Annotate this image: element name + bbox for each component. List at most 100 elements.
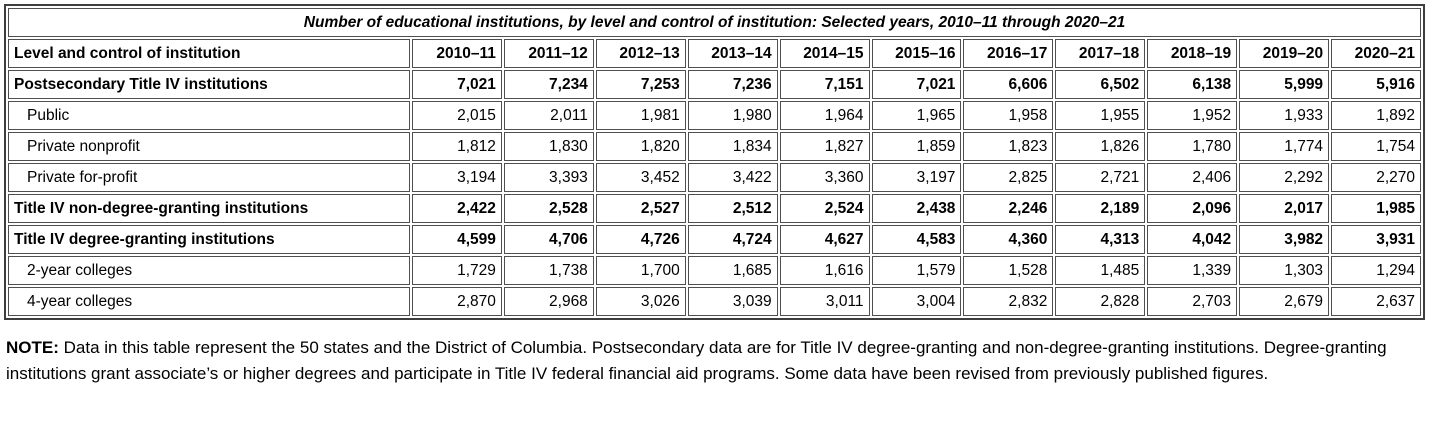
table-note: NOTE: Data in this table represent the 5… [4,335,1426,387]
data-cell: 6,606 [963,70,1054,99]
data-cell: 1,685 [687,256,778,285]
table-row: Postsecondary Title IV institutions 7,021… [8,70,1421,99]
data-cell: 1,774 [1239,132,1330,161]
data-cell: 1,826 [1055,132,1146,161]
column-header-year: 2016–17 [963,39,1054,68]
data-cell: 1,616 [779,256,870,285]
data-cell: 2,524 [779,194,870,223]
column-header-year: 2020–21 [1331,39,1421,68]
data-cell: 2,015 [412,101,502,130]
data-cell: 1,952 [1147,101,1238,130]
data-cell: 2,528 [503,194,594,223]
data-cell: 1,964 [779,101,870,130]
data-cell: 7,151 [779,70,870,99]
data-cell: 1,958 [963,101,1054,130]
row-label: 4-year colleges [8,287,410,316]
data-cell: 4,360 [963,225,1054,254]
row-label: Postsecondary Title IV institutions [8,70,410,99]
data-cell: 1,823 [963,132,1054,161]
table-row: Title IV non-degree-granting institution… [8,194,1421,223]
column-header-year: 2012–13 [595,39,686,68]
data-cell: 1,965 [871,101,962,130]
data-cell: 2,017 [1239,194,1330,223]
data-cell: 2,438 [871,194,962,223]
data-cell: 6,138 [1147,70,1238,99]
column-header-year: 2019–20 [1239,39,1330,68]
data-cell: 1,812 [412,132,502,161]
data-cell: 5,999 [1239,70,1330,99]
data-cell: 2,406 [1147,163,1238,192]
data-cell: 2,637 [1331,287,1421,316]
data-cell: 4,726 [595,225,686,254]
data-cell: 2,246 [963,194,1054,223]
data-cell: 2,422 [412,194,502,223]
data-cell: 2,832 [963,287,1054,316]
data-cell: 2,270 [1331,163,1421,192]
data-cell: 5,916 [1331,70,1421,99]
data-cell: 4,706 [503,225,594,254]
table-title-row: Number of educational institutions, by l… [8,8,1421,37]
data-cell: 2,679 [1239,287,1330,316]
data-cell: 1,981 [595,101,686,130]
data-cell: 1,738 [503,256,594,285]
row-label: Title IV degree-granting institutions [8,225,410,254]
data-cell: 6,502 [1055,70,1146,99]
column-header-label: Level and control of institution [8,39,410,68]
data-cell: 1,820 [595,132,686,161]
table-row: Private for-profit 3,194 3,393 3,452 3,422 3,… [8,163,1421,192]
data-cell: 3,004 [871,287,962,316]
data-cell: 4,724 [687,225,778,254]
column-header-year: 2018–19 [1147,39,1238,68]
data-cell: 7,021 [871,70,962,99]
row-label: Private nonprofit [8,132,410,161]
data-cell: 2,527 [595,194,686,223]
data-cell: 2,512 [687,194,778,223]
column-header-year: 2017–18 [1055,39,1146,68]
table-row: Private nonprofit 1,812 1,830 1,820 1,834 1,8… [8,132,1421,161]
institutions-table: Number of educational institutions, by l… [4,4,1425,320]
data-cell: 1,892 [1331,101,1421,130]
data-cell: 7,234 [503,70,594,99]
data-cell: 3,393 [503,163,594,192]
data-cell: 1,579 [871,256,962,285]
data-cell: 1,827 [779,132,870,161]
data-cell: 7,236 [687,70,778,99]
column-header-year: 2010–11 [412,39,502,68]
data-cell: 1,339 [1147,256,1238,285]
data-cell: 1,729 [412,256,502,285]
data-cell: 1,933 [1239,101,1330,130]
data-cell: 4,627 [779,225,870,254]
data-cell: 1,780 [1147,132,1238,161]
column-header-year: 2011–12 [503,39,594,68]
data-cell: 4,599 [412,225,502,254]
data-cell: 2,968 [503,287,594,316]
table-header-row: Level and control of institution 2010–11… [8,39,1421,68]
data-cell: 2,011 [503,101,594,130]
data-cell: 2,828 [1055,287,1146,316]
data-cell: 3,422 [687,163,778,192]
data-cell: 1,830 [503,132,594,161]
data-cell: 1,955 [1055,101,1146,130]
data-cell: 2,825 [963,163,1054,192]
data-cell: 3,039 [687,287,778,316]
data-cell: 3,982 [1239,225,1330,254]
table-row: 2-year colleges 1,729 1,738 1,700 1,685 1,616… [8,256,1421,285]
data-cell: 3,197 [871,163,962,192]
table-row: Public 2,015 2,011 1,981 1,980 1,964 1,965 1,95… [8,101,1421,130]
data-cell: 7,253 [595,70,686,99]
column-header-year: 2013–14 [687,39,778,68]
data-cell: 3,026 [595,287,686,316]
row-label: Private for-profit [8,163,410,192]
data-cell: 3,194 [412,163,502,192]
data-cell: 2,096 [1147,194,1238,223]
data-cell: 3,360 [779,163,870,192]
row-label: 2-year colleges [8,256,410,285]
data-cell: 2,703 [1147,287,1238,316]
data-cell: 1,834 [687,132,778,161]
data-cell: 1,700 [595,256,686,285]
data-cell: 1,754 [1331,132,1421,161]
data-cell: 1,859 [871,132,962,161]
data-cell: 1,528 [963,256,1054,285]
data-cell: 1,294 [1331,256,1421,285]
